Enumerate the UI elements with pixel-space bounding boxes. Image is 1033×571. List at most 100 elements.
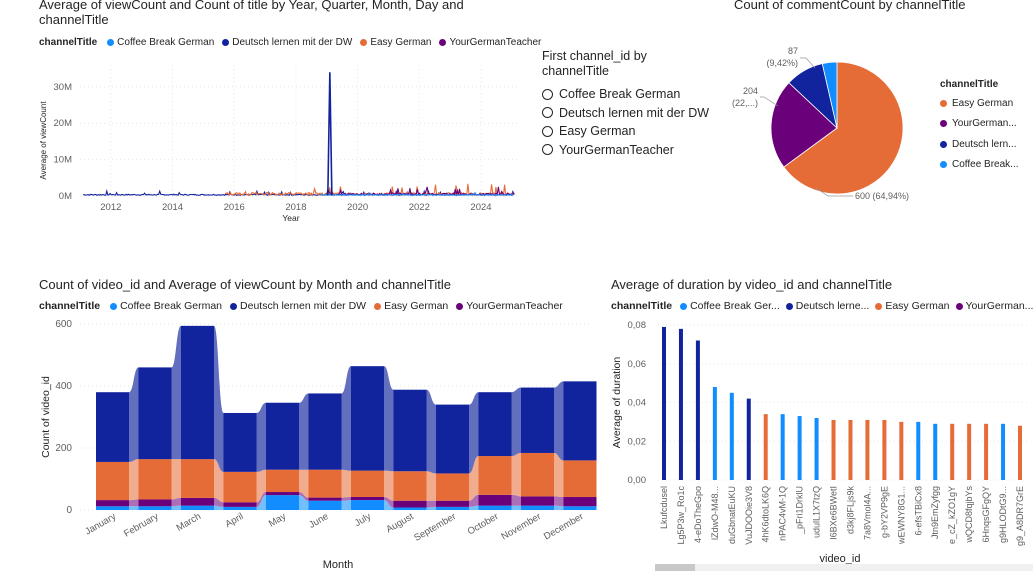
radio-icon[interactable] xyxy=(542,107,553,119)
pie-legend-item[interactable]: YourGerman... xyxy=(940,114,1019,135)
series-line-coffee-break xyxy=(320,191,514,196)
line-chart-legend[interactable]: channelTitle Coffee Break German Deutsch… xyxy=(39,37,541,48)
ribbon-chart-legend[interactable]: channelTitle Coffee Break German Deutsch… xyxy=(39,300,563,312)
ribbon-segment xyxy=(436,506,469,510)
pie-legend-item[interactable]: Deutsch lern... xyxy=(940,134,1019,155)
radio-icon[interactable] xyxy=(542,88,553,100)
channel-slicer[interactable]: First channel_id by channelTitle Coffee … xyxy=(542,49,709,159)
y-tick-label: 0,02 xyxy=(628,436,647,447)
ribbon-band xyxy=(129,506,139,510)
x-tick-label: Jtn9EmZyfgg xyxy=(930,486,940,539)
legend-item[interactable]: Easy German xyxy=(374,300,448,312)
pie-legend-title: channelTitle xyxy=(940,79,999,90)
ribbon-band xyxy=(511,505,521,510)
pie-legend-item[interactable]: Coffee Break... xyxy=(940,155,1019,176)
legend-item[interactable]: YourGermanTeacher xyxy=(439,37,541,48)
ribbon-segment xyxy=(563,460,597,497)
ribbon-segment xyxy=(138,367,172,460)
ribbon-segment xyxy=(521,387,554,453)
y-tick-label: 600 xyxy=(55,319,72,330)
slice-data-label: 600 (64,94%) xyxy=(855,191,909,201)
slicer-option[interactable]: Easy German xyxy=(542,122,709,141)
pie-legend[interactable]: channelTitle Easy German YourGerman... D… xyxy=(940,79,1019,175)
legend-title: channelTitle xyxy=(39,300,101,312)
slicer-option-label: Coffee Break German xyxy=(559,87,681,102)
ribbon-segment xyxy=(308,469,342,498)
x-tick-label: March xyxy=(175,511,203,534)
legend-item[interactable]: Deutsch lernen mit der DW xyxy=(222,37,352,48)
ribbon-segment xyxy=(521,496,554,506)
ribbon-band xyxy=(426,389,436,474)
line-chart-title: Average of viewCount and Count of title … xyxy=(39,0,464,27)
bar xyxy=(899,421,904,480)
legend-item[interactable]: Coffee Break German xyxy=(110,300,222,312)
line-chart[interactable]: 0M 10M 20M 30M 2012 2014 2016 2018 2020 2022 2024 Y… xyxy=(0,50,530,230)
ribbon-band xyxy=(214,497,224,507)
ribbon-chart[interactable]: 0 200 400 600 Count of video_id Month January F… xyxy=(0,314,600,571)
legend-dot xyxy=(955,302,963,310)
radio-icon[interactable] xyxy=(542,125,553,137)
ribbon-band xyxy=(171,459,181,500)
pie-legend-item[interactable]: Easy German xyxy=(940,93,1019,114)
bar xyxy=(933,423,938,480)
legend-item[interactable]: YourGermanTeacher xyxy=(456,300,563,312)
legend-dot xyxy=(374,302,382,310)
ribbon-band xyxy=(469,392,479,474)
x-tick-label: August xyxy=(384,511,415,535)
x-tick-label: 2016 xyxy=(224,202,245,213)
slicer-option[interactable]: YourGermanTeacher xyxy=(542,141,709,160)
bar xyxy=(967,423,972,480)
x-tick-label: 6-efsTBiCx8 xyxy=(913,486,923,536)
legend-item[interactable]: Deutsch lernen mit der DW xyxy=(230,300,366,312)
ribbon-segment xyxy=(521,452,554,497)
radio-icon[interactable] xyxy=(542,144,553,156)
ribbon-band xyxy=(129,499,139,507)
bar xyxy=(916,421,921,480)
pie-legend-label: YourGerman... xyxy=(952,118,1017,130)
x-tick-label: nPAC4vM-1Q xyxy=(778,486,788,541)
ribbon-band xyxy=(384,500,394,510)
bar-chart[interactable]: 0,00 0,02 0,04 0,06 0,08 Average of duration v… xyxy=(600,314,1033,571)
y-tick-label: 0 xyxy=(66,505,72,516)
ribbon-band xyxy=(214,505,224,510)
legend-item[interactable]: Coffee Break German xyxy=(107,37,214,48)
ribbon-band xyxy=(171,505,181,510)
ribbon-band xyxy=(129,459,139,501)
legend-item[interactable]: Deutsch lerne... xyxy=(785,300,869,312)
ribbon-segment xyxy=(393,471,427,501)
slicer-option[interactable]: Deutsch lernen mit der DW xyxy=(542,104,709,123)
x-tick-label: Lg5P3w_Ro1c xyxy=(676,486,686,545)
ribbon-segment xyxy=(138,506,172,510)
x-tick-label: I6BXe6BWetI xyxy=(829,486,839,540)
ribbon-segment xyxy=(96,500,129,507)
slice-data-label: 204 xyxy=(743,86,758,96)
ribbon-band xyxy=(341,496,351,501)
ribbon-band xyxy=(469,456,479,501)
ribbon-segment xyxy=(351,470,384,497)
bar xyxy=(797,416,802,480)
ribbon-band xyxy=(426,471,436,501)
bar xyxy=(848,419,853,480)
slicer-option-label: Easy German xyxy=(559,124,636,139)
legend-label: YourGerman... xyxy=(965,300,1033,312)
ribbon-band xyxy=(256,402,266,472)
legend-dot xyxy=(680,302,688,310)
ribbon-band xyxy=(214,459,224,503)
legend-dot xyxy=(360,39,368,46)
x-tick-label: duGbnatEuKU xyxy=(727,486,737,544)
bar-chart-legend[interactable]: channelTitle Coffee Break Ger... Deutsch… xyxy=(611,300,1033,312)
scrollbar-thumb xyxy=(655,564,695,571)
slice-data-label: (22,...) xyxy=(732,98,758,108)
legend-item[interactable]: Coffee Break Ger... xyxy=(680,300,780,312)
slicer-option-label: Deutsch lernen mit der DW xyxy=(559,105,710,120)
bar xyxy=(712,387,717,480)
legend-item[interactable]: Easy German xyxy=(875,300,950,312)
pie-chart[interactable]: 600 (64,94%) 204 (22,...) 87 (9,42%) xyxy=(720,30,930,220)
x-tick-label: July xyxy=(353,511,373,529)
y-tick-label: 200 xyxy=(55,443,72,454)
x-tick-label: 7a8Vmol4A... xyxy=(862,486,872,540)
legend-item[interactable]: Easy German xyxy=(360,37,431,48)
legend-item[interactable]: YourGerman... xyxy=(955,300,1033,312)
ribbon-segment xyxy=(478,392,512,457)
slicer-option[interactable]: Coffee Break German xyxy=(542,85,709,104)
